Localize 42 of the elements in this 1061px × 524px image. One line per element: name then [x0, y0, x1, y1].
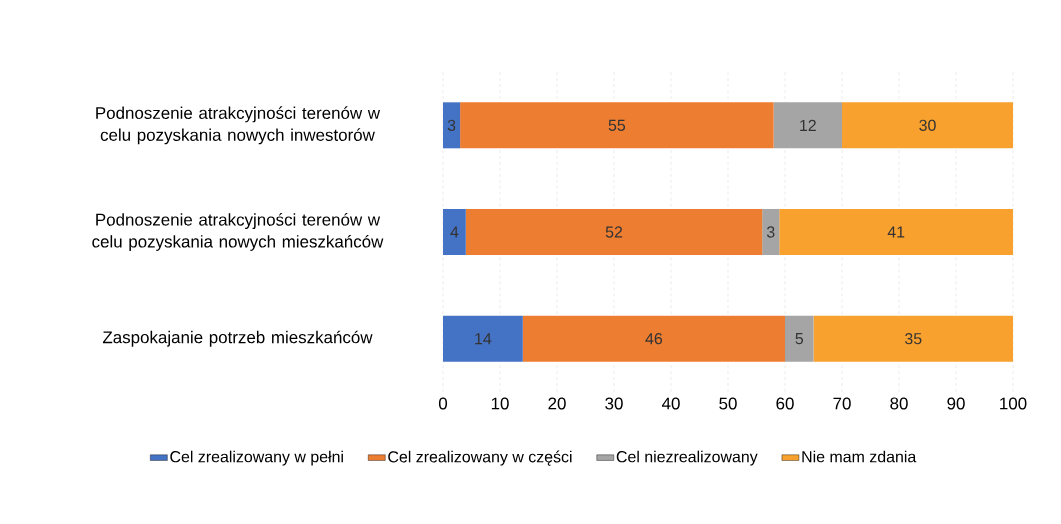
- data-label: 35: [905, 333, 922, 345]
- x-tick-label: 0: [438, 397, 448, 410]
- y-tick-label: Podnoszenie atrakcyjności terenów w celu pozyskania nowych inwestorów: [96, 106, 381, 145]
- data-label: 3: [447, 119, 456, 131]
- data-label: 5: [795, 333, 804, 345]
- x-tick-label: 80: [890, 397, 908, 410]
- data-label: 4: [450, 226, 459, 238]
- x-tick-label: 20: [548, 397, 566, 410]
- data-label: 3: [766, 226, 775, 238]
- bar: [443, 315, 523, 362]
- bar: [762, 208, 780, 255]
- x-tick-label: 50: [719, 397, 737, 410]
- data-label: 52: [605, 226, 623, 238]
- data-label: 12: [800, 119, 816, 131]
- legend-label: Cel zrealizowany w pełni: [170, 450, 343, 466]
- bar: [460, 102, 774, 149]
- y-tick-label: Zaspokajanie potrzeb mieszkańców: [102, 330, 373, 347]
- bar: [785, 315, 814, 362]
- x-tick-label: 30: [605, 397, 623, 410]
- bar: [443, 208, 466, 255]
- bar: [465, 208, 763, 255]
- x-tick-label: 100: [1000, 397, 1027, 410]
- x-tick-label: 90: [947, 397, 965, 410]
- legend-label: Cel niezrealizowany: [616, 450, 758, 466]
- bar: [522, 315, 786, 362]
- legend-label: Nie mam zdania: [802, 450, 917, 463]
- bar: [813, 315, 1014, 362]
- x-tick-label: 60: [776, 397, 794, 410]
- bar: [773, 102, 843, 149]
- bar: [842, 102, 1014, 149]
- x-tick-label: 70: [833, 397, 851, 410]
- data-label: 41: [887, 226, 905, 238]
- data-label: 55: [608, 119, 626, 131]
- bar: [443, 102, 461, 149]
- data-label: 30: [919, 119, 936, 131]
- data-label: 14: [475, 333, 492, 345]
- y-tick-label: Podnoszenie atrakcyjności terenów w celu pozyskania nowych mieszkańców: [92, 213, 384, 251]
- legend-label: Cel zrealizowany w części: [388, 450, 572, 466]
- bar: [779, 208, 1014, 255]
- data-label: 46: [645, 333, 663, 345]
- x-tick-label: 10: [491, 397, 509, 410]
- x-tick-label: 40: [661, 397, 680, 410]
